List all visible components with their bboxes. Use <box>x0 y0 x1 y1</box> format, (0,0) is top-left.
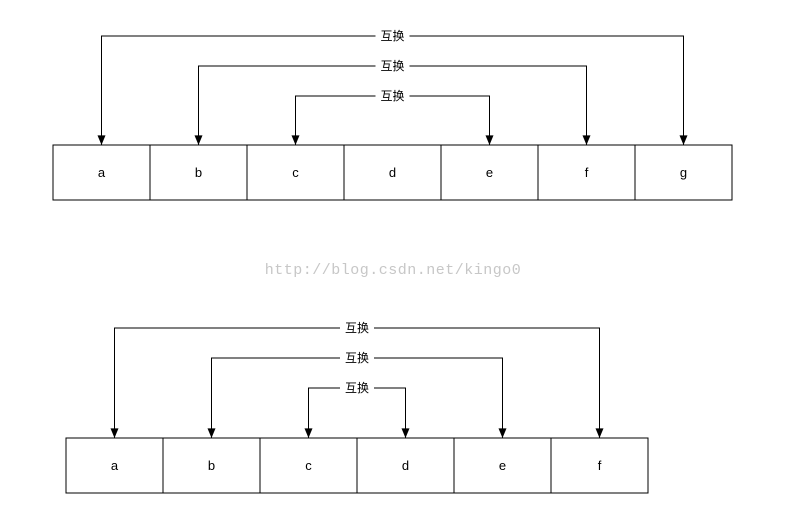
arrowhead-icon <box>208 428 216 438</box>
swap-label: 互换 <box>345 321 369 335</box>
swap-bracket <box>212 358 503 438</box>
arrowhead-icon <box>402 428 410 438</box>
swap-label: 互换 <box>345 351 369 365</box>
array-cell-label: d <box>402 458 409 473</box>
array-cell-label: a <box>98 165 106 180</box>
swap-diagram-canvas: http://blog.csdn.net/kingo0 abcdefg互换互换互… <box>0 0 787 524</box>
array-cell-label: f <box>598 458 602 473</box>
swap-label: 互换 <box>380 89 404 103</box>
arrowhead-icon <box>292 135 300 145</box>
watermark-text: http://blog.csdn.net/kingo0 <box>265 262 522 279</box>
arrowhead-icon <box>98 135 106 145</box>
diagram-top: abcdefg互换互换互换 <box>53 28 732 200</box>
arrowhead-icon <box>499 428 507 438</box>
arrowhead-icon <box>195 135 203 145</box>
array-cell-label: b <box>195 165 202 180</box>
swap-label: 互换 <box>380 29 404 43</box>
array-cell-label: c <box>305 458 312 473</box>
array-cell-label: e <box>499 458 506 473</box>
array-cell-label: a <box>111 458 119 473</box>
array-cell-label: d <box>389 165 396 180</box>
array-cell-label: f <box>585 165 589 180</box>
array-cell-label: b <box>208 458 215 473</box>
swap-label: 互换 <box>380 59 404 73</box>
arrowhead-icon <box>583 135 591 145</box>
array-cell-label: c <box>292 165 299 180</box>
arrowhead-icon <box>111 428 119 438</box>
arrowhead-icon <box>486 135 494 145</box>
array-cell-label: e <box>486 165 493 180</box>
swap-label: 互换 <box>345 381 369 395</box>
array-cell-label: g <box>680 165 687 180</box>
swap-bracket <box>199 66 587 145</box>
diagram-bottom: abcdef互换互换互换 <box>66 320 648 493</box>
arrowhead-icon <box>305 428 313 438</box>
arrowhead-icon <box>596 428 604 438</box>
arrowhead-icon <box>680 135 688 145</box>
